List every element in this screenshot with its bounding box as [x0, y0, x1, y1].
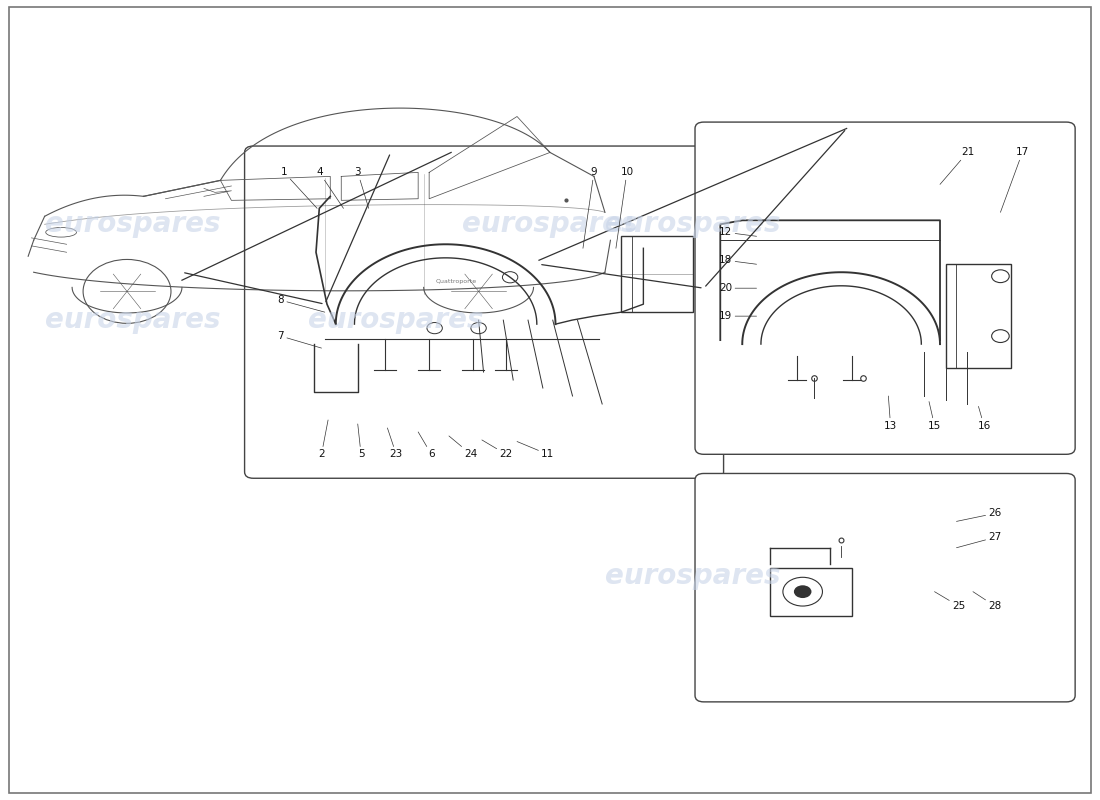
- Text: 7: 7: [277, 331, 321, 348]
- Text: 3: 3: [354, 167, 368, 208]
- Text: 11: 11: [517, 442, 554, 459]
- Text: eurospares: eurospares: [308, 306, 484, 334]
- Text: 16: 16: [977, 406, 991, 430]
- Text: 13: 13: [884, 396, 898, 430]
- Text: Quattroporte: Quattroporte: [436, 279, 477, 284]
- FancyBboxPatch shape: [695, 122, 1075, 454]
- Text: 10: 10: [616, 167, 634, 248]
- Text: 15: 15: [928, 402, 942, 430]
- Text: 1: 1: [280, 167, 317, 208]
- FancyBboxPatch shape: [244, 146, 724, 478]
- Text: 28: 28: [974, 592, 1002, 611]
- Text: 4: 4: [316, 167, 343, 208]
- Text: 9: 9: [583, 167, 597, 248]
- Text: 6: 6: [418, 432, 434, 459]
- Text: 24: 24: [449, 436, 477, 459]
- Text: 19: 19: [719, 311, 757, 321]
- Text: 12: 12: [719, 227, 757, 238]
- Text: 5: 5: [358, 424, 364, 459]
- Bar: [946, 264, 1011, 368]
- Text: 27: 27: [957, 532, 1002, 548]
- Bar: [770, 568, 853, 616]
- Text: eurospares: eurospares: [45, 210, 220, 238]
- Circle shape: [794, 586, 812, 598]
- Text: 26: 26: [957, 509, 1002, 522]
- Bar: [621, 236, 693, 312]
- Text: 25: 25: [935, 592, 966, 611]
- FancyBboxPatch shape: [695, 474, 1075, 702]
- Text: 20: 20: [719, 283, 757, 293]
- Text: 21: 21: [940, 147, 975, 184]
- Text: eurospares: eurospares: [462, 210, 638, 238]
- Text: 18: 18: [719, 255, 757, 266]
- Text: 17: 17: [1000, 147, 1028, 212]
- Text: 23: 23: [387, 428, 403, 459]
- Text: 22: 22: [482, 440, 513, 459]
- Text: eurospares: eurospares: [45, 306, 220, 334]
- Text: eurospares: eurospares: [605, 562, 780, 590]
- Text: 2: 2: [318, 420, 328, 459]
- Text: eurospares: eurospares: [605, 210, 780, 238]
- Text: 8: 8: [277, 295, 324, 312]
